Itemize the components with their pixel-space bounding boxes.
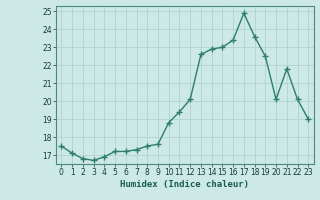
X-axis label: Humidex (Indice chaleur): Humidex (Indice chaleur) (120, 180, 249, 189)
